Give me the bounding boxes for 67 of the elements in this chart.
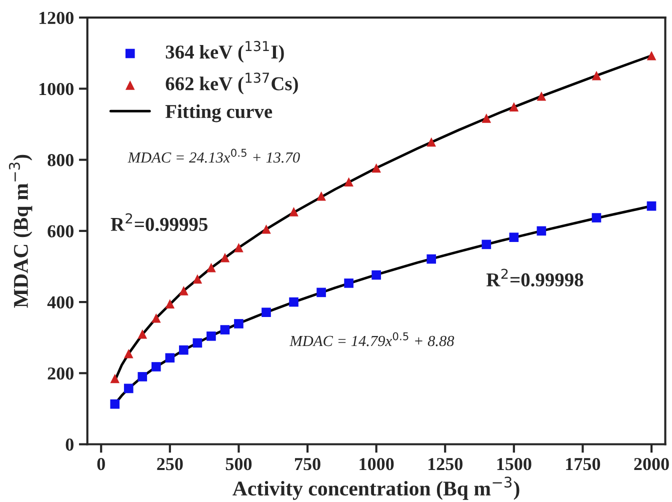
point xyxy=(110,374,120,384)
point xyxy=(138,372,148,382)
point xyxy=(344,278,354,288)
point xyxy=(509,232,519,242)
point xyxy=(206,262,216,272)
point xyxy=(372,270,381,280)
point xyxy=(262,224,271,234)
point xyxy=(372,163,381,173)
y-tick-label: 800 xyxy=(48,154,74,166)
point xyxy=(482,240,492,250)
point xyxy=(220,325,230,334)
point xyxy=(344,177,354,187)
x-tick-label: 1000 xyxy=(360,458,394,470)
point xyxy=(482,114,492,123)
x-tick-label: 1500 xyxy=(497,458,532,470)
annotation: R$^{2}$=0.99998 xyxy=(486,268,584,287)
point xyxy=(165,299,175,308)
point xyxy=(124,384,134,394)
annotation: MDAC = 14.79x$^{0.5}$ + 8.88 xyxy=(289,332,454,346)
point xyxy=(316,288,326,298)
point xyxy=(234,242,244,252)
y-tick-label: 1200 xyxy=(40,12,74,24)
point xyxy=(234,319,244,328)
point xyxy=(646,201,656,211)
point xyxy=(138,329,148,339)
x-tick-label: 0 xyxy=(97,458,105,470)
point xyxy=(426,137,436,147)
point xyxy=(646,50,656,60)
point xyxy=(152,362,161,372)
y-tick-label: 1000 xyxy=(40,82,74,96)
y-tick-label: 600 xyxy=(48,225,74,238)
x-axis-title: Activity concentration (Bq m$^{−3}$) xyxy=(232,476,520,500)
x-tick-label: 1750 xyxy=(566,458,600,470)
point xyxy=(289,207,298,216)
x-tick-label: 250 xyxy=(157,458,183,470)
y-tick-label: 400 xyxy=(47,296,74,308)
y-tick-label: 200 xyxy=(48,367,74,380)
point xyxy=(592,70,602,80)
legend-label: 662 keV ($^{137}$Cs) xyxy=(166,72,298,94)
point xyxy=(536,91,546,101)
annotation: MDAC = 24.13x$^{0.5}$ + 13.70 xyxy=(128,148,300,163)
point xyxy=(206,332,216,341)
point xyxy=(289,297,298,307)
point xyxy=(192,274,202,284)
point xyxy=(509,102,519,112)
point xyxy=(179,345,188,355)
y-axis-title: MDAC (Bq m$^{−3}$) xyxy=(8,154,32,308)
point xyxy=(124,348,134,358)
point xyxy=(536,226,546,236)
point xyxy=(110,399,120,409)
point xyxy=(220,252,230,262)
point xyxy=(192,338,202,348)
legend-label: Fitting curve xyxy=(165,104,272,122)
x-tick-label: 500 xyxy=(226,458,252,470)
point xyxy=(316,191,326,201)
point xyxy=(262,308,271,318)
point xyxy=(179,286,188,296)
y-tick-label: 0 xyxy=(66,438,74,451)
point xyxy=(152,313,161,323)
point xyxy=(165,353,175,363)
point xyxy=(426,254,436,264)
annotation: R$^{2}$=0.99995 xyxy=(110,213,208,232)
x-tick-label: 1250 xyxy=(428,458,462,470)
x-tick-label: 750 xyxy=(295,458,320,470)
x-tick-label: 2000 xyxy=(634,458,669,470)
point xyxy=(592,213,602,222)
legend-label: 364 keV ($^{131}$I) xyxy=(166,40,284,63)
